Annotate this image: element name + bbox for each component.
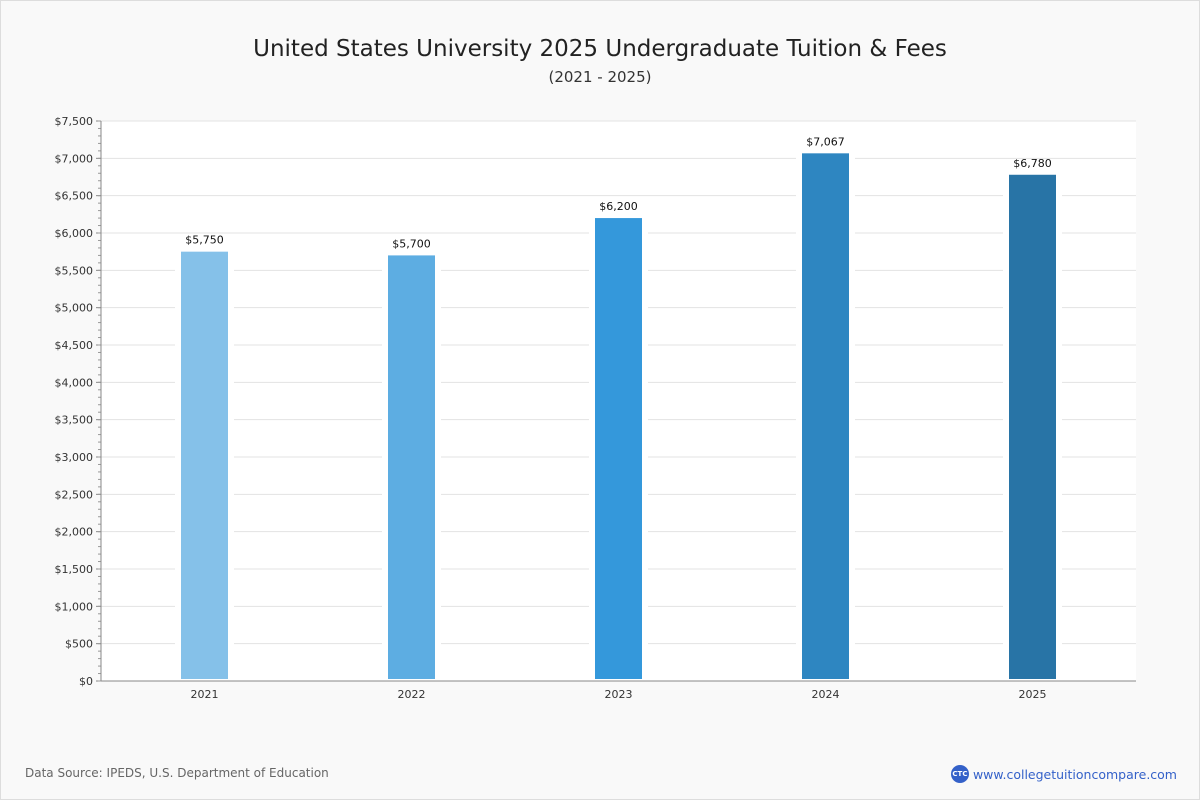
bar-2023 bbox=[595, 218, 642, 680]
data-label: $5,750 bbox=[185, 234, 224, 247]
x-tick-label: 2023 bbox=[605, 688, 633, 701]
chart-subtitle: (2021 - 2025) bbox=[548, 68, 652, 86]
y-tick-label: $5,500 bbox=[55, 264, 94, 277]
brand-url: www.collegetuitioncompare.com bbox=[972, 766, 1177, 782]
data-label: $7,067 bbox=[806, 135, 845, 148]
brand-link[interactable]: CTC www.collegetuitioncompare.com bbox=[950, 765, 1177, 783]
data-source: Data Source: IPEDS, U.S. Department of E… bbox=[25, 766, 329, 780]
data-label: $5,700 bbox=[392, 237, 431, 250]
y-tick-label: $7,500 bbox=[55, 115, 94, 128]
y-tick-label: $4,500 bbox=[55, 339, 94, 352]
bar-2022 bbox=[388, 255, 435, 679]
y-tick-label: $0 bbox=[79, 675, 93, 688]
y-tick-label: $5,000 bbox=[55, 302, 94, 315]
data-label: $6,200 bbox=[599, 200, 638, 213]
y-tick-label: $3,000 bbox=[55, 451, 94, 464]
data-label: $6,780 bbox=[1013, 157, 1052, 170]
y-tick-label: $2,500 bbox=[55, 488, 94, 501]
bar-2025 bbox=[1009, 174, 1056, 679]
y-tick-label: $7,000 bbox=[55, 152, 94, 165]
y-tick-label: $1,000 bbox=[55, 600, 94, 613]
chart-title: United States University 2025 Undergradu… bbox=[253, 36, 947, 62]
bar-2024 bbox=[802, 153, 849, 679]
y-tick-label: $6,500 bbox=[55, 190, 94, 203]
y-tick-label: $1,500 bbox=[55, 563, 94, 576]
y-tick-label: $3,500 bbox=[55, 414, 94, 427]
y-tick-label: $2,000 bbox=[55, 526, 94, 539]
x-tick-label: 2022 bbox=[398, 688, 426, 701]
x-tick-label: 2021 bbox=[191, 688, 219, 701]
y-tick-label: $6,000 bbox=[55, 227, 94, 240]
y-tick-label: $4,000 bbox=[55, 376, 94, 389]
x-tick-label: 2025 bbox=[1019, 688, 1047, 701]
bar-2021 bbox=[181, 251, 228, 679]
x-tick-label: 2024 bbox=[812, 688, 840, 701]
ctc-logo-icon: CTC bbox=[950, 765, 969, 783]
y-tick-label: $500 bbox=[65, 638, 93, 651]
